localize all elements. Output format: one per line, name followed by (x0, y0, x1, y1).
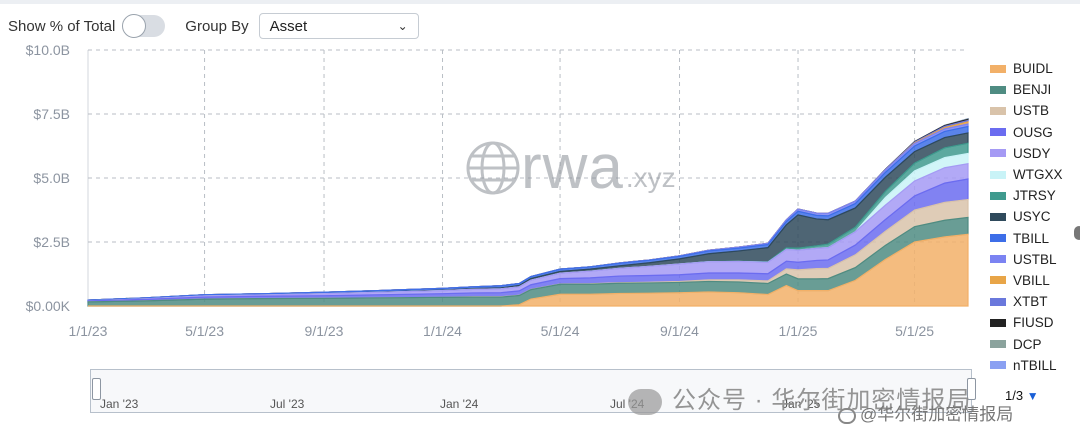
legend-label: XTBT (1013, 294, 1048, 310)
page-down-icon[interactable]: ▼ (1026, 389, 1039, 403)
watermark-suffix: .xyz (625, 161, 676, 193)
area-series (87, 117, 969, 307)
x-tick-label: 1/1/25 (779, 323, 818, 339)
x-tick-label: 5/1/23 (185, 323, 224, 339)
wechat-overlay-text: 公众号 · 华尔街加密情报局 (672, 387, 972, 414)
legend-swatch (990, 170, 1006, 179)
legend-item[interactable]: XTBT (990, 291, 1078, 312)
legend-item[interactable]: USTBL (990, 249, 1078, 270)
legend-item[interactable]: OUSG (990, 122, 1078, 143)
y-tick-label: $7.5B (33, 106, 70, 122)
legend-swatch (990, 85, 1006, 94)
weibo-icon (838, 407, 856, 424)
legend-label: DCP (1013, 336, 1042, 352)
legend-item[interactable]: USYC (990, 206, 1078, 227)
y-tick-label: $5.0B (33, 170, 70, 186)
legend-swatch (990, 128, 1006, 137)
group-by-label: Group By (185, 17, 249, 35)
legend-swatch (990, 297, 1006, 306)
weibo-overlay-text: @华尔街加密情报局 (860, 405, 1014, 424)
legend-item[interactable]: VBILL (990, 270, 1078, 291)
chart-legend: BUIDL BENJI USTB OUSG USDY WTGXX JTRSY USYC TBIL… (990, 58, 1078, 376)
side-indicator (1074, 226, 1080, 240)
x-tick-label: 1/1/24 (423, 323, 462, 339)
x-tick-label: 9/1/24 (660, 323, 699, 339)
y-tick-label: $0.00K (26, 298, 71, 314)
legend-item[interactable]: JTRSY (990, 185, 1078, 206)
show-percent-label: Show % of Total (8, 17, 116, 35)
legend-swatch (990, 340, 1006, 349)
legend-label: VBILL (1013, 272, 1050, 288)
legend-label: JTRSY (1013, 188, 1056, 204)
legend-swatch (990, 149, 1006, 158)
chevron-down-icon: ⌄ (397, 19, 408, 33)
y-tick-label: $2.5B (33, 234, 70, 250)
legend-item[interactable]: DCP (990, 333, 1078, 354)
legend-item[interactable]: nTBILL (990, 355, 1078, 376)
y-axis-ticks: $0.00K $2.5B $5.0B $7.5B $10.0B (26, 42, 71, 314)
show-percent-toggle[interactable] (122, 14, 166, 38)
series-area-buidl[interactable] (88, 233, 969, 307)
top-divider (0, 0, 1080, 4)
legend-label: USYC (1013, 209, 1051, 225)
y-tick-label: $10.0B (26, 42, 70, 58)
legend-label: WTGXX (1013, 167, 1063, 183)
legend-swatch (990, 234, 1006, 243)
x-tick-label: 5/1/25 (895, 323, 934, 339)
legend-item[interactable]: FIUSD (990, 312, 1078, 333)
legend-swatch (990, 361, 1006, 370)
legend-label: TBILL (1013, 230, 1050, 246)
group-by-select[interactable]: Asset ⌄ (258, 13, 419, 39)
rwa-watermark: rwa .xyz (465, 132, 676, 203)
legend-item[interactable]: USTB (990, 100, 1078, 121)
legend-item[interactable]: USDY (990, 143, 1078, 164)
legend-label: OUSG (1013, 124, 1053, 140)
legend-swatch (990, 255, 1006, 264)
legend-label: USTBL (1013, 251, 1057, 267)
toggle-knob[interactable] (122, 14, 147, 38)
watermark-text: rwa (521, 133, 624, 202)
legend-label: BENJI (1013, 82, 1052, 98)
globe-icon (466, 141, 520, 194)
page-indicator: 1/3 (1005, 388, 1024, 403)
legend-swatch (990, 64, 1006, 73)
legend-label: USTB (1013, 103, 1050, 119)
navigator-right-handle[interactable] (967, 378, 976, 400)
legend-label: USDY (1013, 145, 1051, 161)
legend-label: nTBILL (1013, 357, 1057, 373)
legend-item[interactable]: TBILL (990, 228, 1078, 249)
x-tick-label: 5/1/24 (541, 323, 580, 339)
wechat-icon (628, 388, 662, 415)
group-by-value: Asset (269, 17, 308, 35)
x-tick-label: 1/1/23 (69, 323, 108, 339)
navigator-label: Jul '23 (270, 397, 305, 411)
range-navigator[interactable] (90, 369, 972, 413)
legend-swatch (990, 212, 1006, 221)
legend-swatch (990, 191, 1006, 200)
weibo-overlay: @华尔街加密情报局 (838, 400, 1013, 425)
legend-label: FIUSD (1013, 315, 1054, 331)
legend-item[interactable]: WTGXX (990, 164, 1078, 185)
wechat-overlay: 公众号 · 华尔街加密情报局 (628, 380, 971, 415)
x-axis-ticks: 1/1/23 5/1/23 9/1/23 1/1/24 5/1/24 9/1/24 1/1/… (69, 323, 935, 339)
navigator-label: Jan '25 (782, 397, 821, 411)
navigator-left-handle[interactable] (92, 378, 101, 400)
legend-item[interactable]: BUIDL (990, 58, 1078, 79)
navigator-label: Jan '23 (100, 397, 139, 411)
navigator-label: Jan '24 (440, 397, 479, 411)
legend-swatch (990, 106, 1006, 115)
legend-swatch (990, 318, 1006, 327)
legend-label: BUIDL (1013, 61, 1053, 77)
x-tick-label: 9/1/23 (305, 323, 344, 339)
legend-pagination[interactable]: 1/3 ▼ (1005, 388, 1039, 403)
legend-item[interactable]: BENJI (990, 79, 1078, 100)
chart-controls: Show % of Total Group By Asset ⌄ (8, 12, 419, 40)
legend-swatch (990, 276, 1006, 285)
